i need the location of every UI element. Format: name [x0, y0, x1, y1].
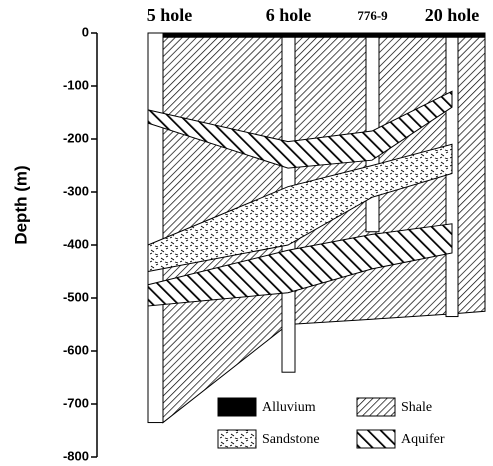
borehole	[147, 32, 164, 424]
y-tick-label: -700	[63, 395, 89, 410]
y-tick-label: 0	[82, 24, 89, 39]
hole-label: 6 hole	[266, 5, 312, 25]
y-tick-label: -600	[63, 342, 89, 357]
hole-label: 20 hole	[425, 5, 480, 25]
layer-alluvium	[162, 32, 486, 38]
y-tick-label: -100	[63, 77, 89, 92]
y-tick-label: -500	[63, 289, 89, 304]
hole-label: 776-9	[357, 8, 388, 23]
y-tick-label: -200	[63, 130, 89, 145]
legend-swatch	[356, 429, 396, 449]
legend-swatch	[217, 397, 257, 417]
layer-aquifer	[147, 223, 453, 307]
layer-aquifer	[147, 90, 453, 169]
y-tick-label: -300	[63, 183, 89, 198]
legend-label: Alluvium	[262, 400, 316, 415]
y-tick-label: -800	[63, 448, 89, 463]
y-tick-label: -400	[63, 236, 89, 251]
legend-swatch	[217, 429, 257, 449]
hole-label: 5 hole	[147, 5, 193, 25]
y-axis-label: Depth (m)	[11, 165, 30, 244]
legend-swatch	[356, 397, 396, 417]
legend-label: Aquifer	[401, 432, 445, 447]
layer-sand	[147, 143, 453, 273]
legend-label: Shale	[401, 400, 432, 415]
legend-label: Sandstone	[262, 432, 320, 447]
